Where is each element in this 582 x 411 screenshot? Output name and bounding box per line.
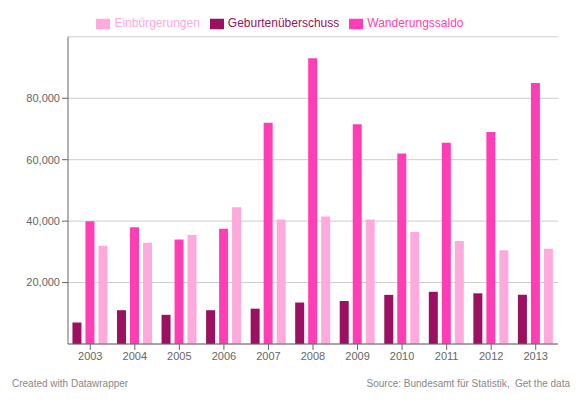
svg-text:60,000: 60,000 bbox=[26, 154, 60, 166]
svg-text:2006: 2006 bbox=[212, 350, 236, 362]
html-text:Source: Bundesamt für Statisti: Source: Bundesamt für Statistik, Get the… bbox=[366, 378, 570, 389]
svg-text:2011: 2011 bbox=[435, 350, 459, 362]
svg-text:2007: 2007 bbox=[256, 350, 280, 362]
svg-text:2008: 2008 bbox=[301, 350, 325, 362]
svg-text:20,000: 20,000 bbox=[26, 276, 60, 288]
svg-text:2009: 2009 bbox=[345, 350, 369, 362]
svg-text:2013: 2013 bbox=[523, 350, 547, 362]
html-text:Geburtenüberschuss: Geburtenüberschuss bbox=[227, 16, 340, 30]
html-text:Einbürgerungen: Einbürgerungen bbox=[114, 16, 200, 30]
html-text:Created with Datawrapper: Created with Datawrapper bbox=[12, 378, 129, 389]
html-text:Wanderungssaldo: Wanderungssaldo bbox=[367, 16, 464, 30]
svg-text:2012: 2012 bbox=[479, 350, 503, 362]
svg-text:2010: 2010 bbox=[390, 350, 414, 362]
svg-text:2003: 2003 bbox=[78, 350, 102, 362]
svg-text:40,000: 40,000 bbox=[26, 215, 60, 227]
svg-text:2004: 2004 bbox=[123, 350, 147, 362]
svg-text:80,000: 80,000 bbox=[26, 92, 60, 104]
svg-text:2005: 2005 bbox=[167, 350, 191, 362]
